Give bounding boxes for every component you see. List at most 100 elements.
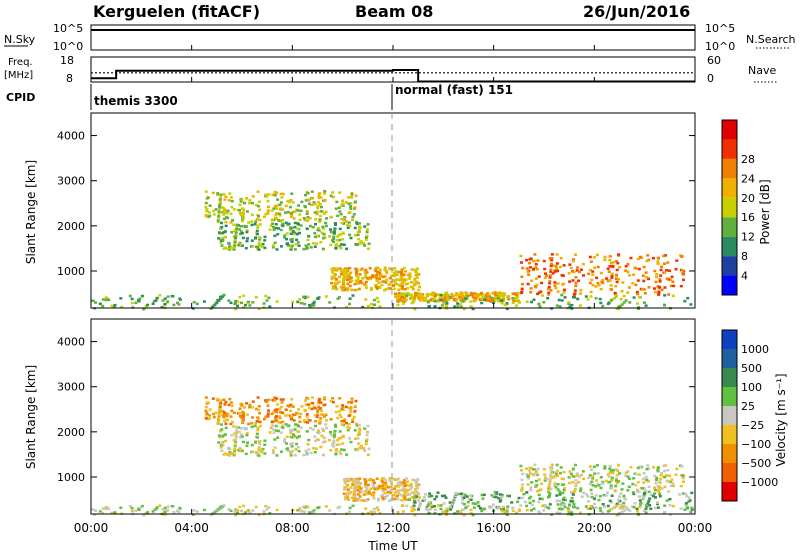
vel-data-cell xyxy=(527,497,531,500)
vel-data-cell xyxy=(256,428,260,432)
vel-data-cell xyxy=(640,487,644,490)
power-data-cell xyxy=(254,296,258,299)
power-data-cell xyxy=(660,288,664,291)
power-data-cell xyxy=(480,298,484,301)
vel-data-cell xyxy=(140,504,144,508)
vel-data-cell xyxy=(537,510,541,513)
vel-data-cell xyxy=(477,504,481,508)
power-data-cell xyxy=(357,238,361,241)
vel-data-cell xyxy=(284,423,288,426)
vel-data-cell xyxy=(377,484,381,488)
vel-data-cell xyxy=(540,497,544,501)
vel-data-cell xyxy=(679,484,683,488)
vel-data-cell xyxy=(466,500,470,504)
power-data-cell xyxy=(297,223,300,226)
power-data-cell xyxy=(240,225,243,228)
vel-data-cell xyxy=(345,425,349,429)
vel-data-cell xyxy=(219,399,223,402)
vel-data-cell xyxy=(234,513,238,517)
vel-data-cell xyxy=(666,469,670,472)
cpid-label: CPID xyxy=(6,91,35,104)
vel-data-cell xyxy=(622,504,626,508)
vel-data-cell xyxy=(163,506,167,510)
power-data-cell xyxy=(446,298,450,302)
vel-data-cell xyxy=(426,509,430,512)
vel-data-cell xyxy=(637,473,641,476)
power-data-cell xyxy=(291,300,295,304)
vel-data-cell xyxy=(619,503,623,506)
power-data-cell xyxy=(317,296,321,299)
power-data-cell xyxy=(355,288,359,292)
power-data-cell xyxy=(430,297,434,301)
power-data-cell xyxy=(348,266,352,270)
vel-data-cell xyxy=(263,443,267,446)
power-data-cell xyxy=(316,204,320,208)
power-data-cell xyxy=(595,253,599,257)
power-data-cell xyxy=(342,284,346,288)
power-data-cell xyxy=(251,201,254,205)
power-data-cell xyxy=(333,276,337,279)
vel-cbar-swatch xyxy=(722,482,737,501)
power-data-cell xyxy=(368,267,372,270)
vel-data-cell xyxy=(265,508,269,511)
power-data-cell xyxy=(130,297,134,301)
vel-data-cell xyxy=(658,481,662,485)
vel-data-cell xyxy=(624,474,628,477)
power-data-cell xyxy=(682,278,685,282)
vel-data-cell xyxy=(575,472,579,475)
power-data-cell xyxy=(312,300,316,303)
vel-data-cell xyxy=(558,490,562,493)
vel-data-cell xyxy=(288,405,291,408)
vel-data-cell xyxy=(525,467,529,470)
power-data-cell xyxy=(286,200,290,203)
power-data-cell xyxy=(559,257,563,260)
vel-data-cell xyxy=(353,479,357,482)
power-data-cell xyxy=(317,229,321,232)
vel-data-cell xyxy=(555,511,559,514)
vel-data-cell xyxy=(216,399,220,402)
vel-data-cell xyxy=(272,428,276,431)
power-data-cell xyxy=(520,290,524,293)
vel-data-cell xyxy=(285,448,289,451)
vel-data-cell xyxy=(266,404,270,407)
vel-data-cell xyxy=(287,449,291,452)
power-data-cell xyxy=(273,205,277,208)
vel-data-cell xyxy=(227,508,231,511)
vel-data-cell xyxy=(626,470,630,473)
vel-data-cell xyxy=(305,453,309,456)
vel-data-cell xyxy=(348,510,351,513)
power-data-cell xyxy=(433,300,437,303)
vel-data-cell xyxy=(289,454,293,457)
vel-data-cell xyxy=(621,482,625,485)
power-data-cell xyxy=(567,301,571,304)
vel-data-cell xyxy=(548,503,552,506)
vel-data-cell xyxy=(306,418,310,421)
vel-data-cell xyxy=(526,475,530,478)
power-data-cell xyxy=(248,199,252,202)
vel-data-cell xyxy=(543,505,547,509)
vel-data-cell xyxy=(437,504,440,507)
power-data-cell xyxy=(299,224,303,227)
vel-data-cell xyxy=(635,507,639,511)
vel-data-cell xyxy=(554,471,558,474)
power-data-cell xyxy=(406,273,410,277)
vel-data-cell xyxy=(656,469,660,473)
power-data-cell xyxy=(444,299,448,303)
power-data-cell xyxy=(391,284,395,287)
vel-data-cell xyxy=(517,496,521,500)
power-data-cell xyxy=(172,303,176,307)
vel-data-cell xyxy=(237,430,241,434)
vel-data-cell xyxy=(381,487,385,491)
power-data-cell xyxy=(620,303,624,306)
vel-data-cell xyxy=(646,464,650,467)
vel-data-cell xyxy=(307,448,311,451)
power-data-cell xyxy=(561,274,565,277)
power-data-cell xyxy=(242,306,246,309)
vel-data-cell xyxy=(409,488,413,491)
power-data-cell xyxy=(341,202,345,205)
power-data-cell xyxy=(98,302,102,305)
vel-data-cell xyxy=(458,510,462,514)
power-data-cell xyxy=(453,305,457,308)
vel-data-cell xyxy=(400,481,404,484)
vel-data-cell xyxy=(258,442,262,445)
